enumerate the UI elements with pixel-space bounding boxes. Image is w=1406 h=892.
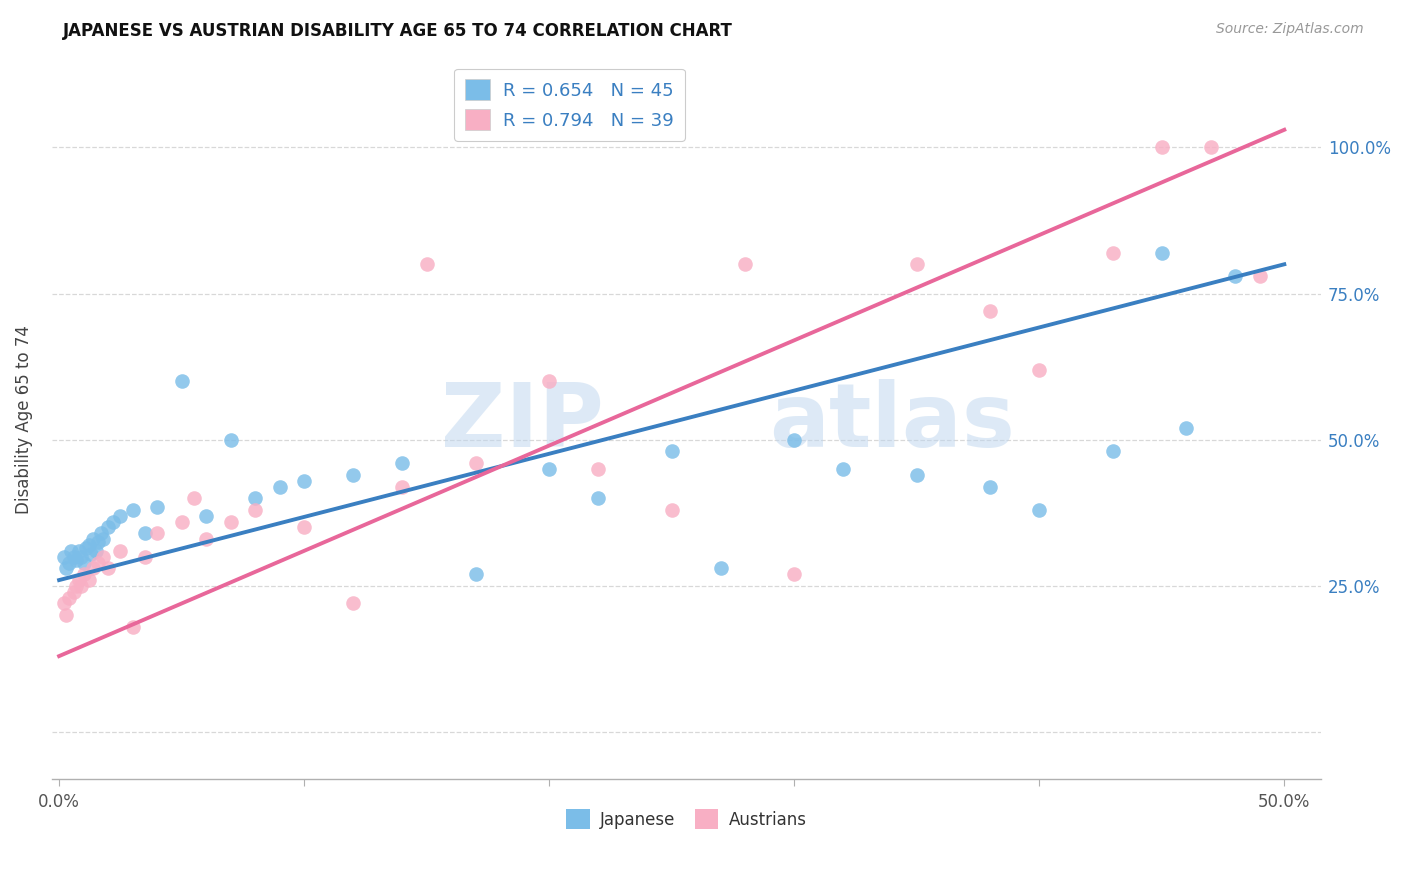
Point [87,535,110,549]
Point [219,515,242,529]
Point [84,544,107,558]
Point [1150,140,1173,154]
Point [832,462,855,476]
Point [67,573,90,587]
Point [905,467,928,482]
Point [70,549,93,564]
Point [146,500,169,514]
Point [77,573,100,587]
Point [97,520,120,534]
Point [77,538,100,552]
Point [219,433,242,447]
Text: JAPANESE VS AUSTRIAN DISABILITY AGE 65 TO 74 CORRELATION CHART: JAPANESE VS AUSTRIAN DISABILITY AGE 65 T… [63,22,733,40]
Point [60,544,83,558]
Point [538,374,561,388]
Point [82,532,104,546]
Point [90,526,112,541]
Point [1225,268,1247,283]
Text: ZIP: ZIP [441,379,605,467]
Point [342,467,364,482]
Point [979,479,1001,493]
Point [82,561,104,575]
Point [586,462,609,476]
Point [292,474,315,488]
Point [1101,245,1123,260]
Point [70,579,93,593]
Point [91,549,114,564]
Y-axis label: Disability Age 65 to 74: Disability Age 65 to 74 [15,325,32,514]
Legend: Japanese, Austrians: Japanese, Austrians [560,803,813,835]
Point [243,491,266,506]
Point [1150,245,1173,260]
Point [72,567,94,582]
Text: Source: ZipAtlas.com: Source: ZipAtlas.com [1216,22,1364,37]
Point [67,544,90,558]
Point [269,479,291,493]
Point [101,515,124,529]
Point [110,544,132,558]
Point [661,444,683,458]
Point [979,304,1001,318]
Point [243,503,266,517]
Point [391,479,413,493]
Point [661,503,683,517]
Point [121,620,143,634]
Point [195,532,218,546]
Point [391,456,413,470]
Point [55,608,77,623]
Point [121,503,143,517]
Point [292,520,315,534]
Text: atlas: atlas [769,379,1015,467]
Point [58,556,80,570]
Point [146,526,169,541]
Point [710,561,733,575]
Point [53,597,76,611]
Point [58,591,80,605]
Point [464,567,486,582]
Point [55,561,77,575]
Point [342,597,364,611]
Point [195,508,218,523]
Point [72,556,94,570]
Point [91,532,114,546]
Point [80,547,103,561]
Point [110,508,132,523]
Point [1028,362,1050,376]
Point [1028,503,1050,517]
Point [53,549,76,564]
Point [62,549,84,564]
Point [783,567,806,582]
Point [183,491,205,506]
Point [1101,444,1123,458]
Point [1249,268,1271,283]
Point [464,456,486,470]
Point [734,257,756,271]
Point [1175,421,1198,435]
Point [1199,140,1222,154]
Point [586,491,609,506]
Point [87,556,110,570]
Point [65,579,87,593]
Point [75,541,97,555]
Point [65,552,87,566]
Point [538,462,561,476]
Point [134,526,156,541]
Point [62,584,84,599]
Point [783,433,806,447]
Point [134,549,156,564]
Point [97,561,120,575]
Point [170,374,193,388]
Point [905,257,928,271]
Point [170,515,193,529]
Point [415,257,437,271]
